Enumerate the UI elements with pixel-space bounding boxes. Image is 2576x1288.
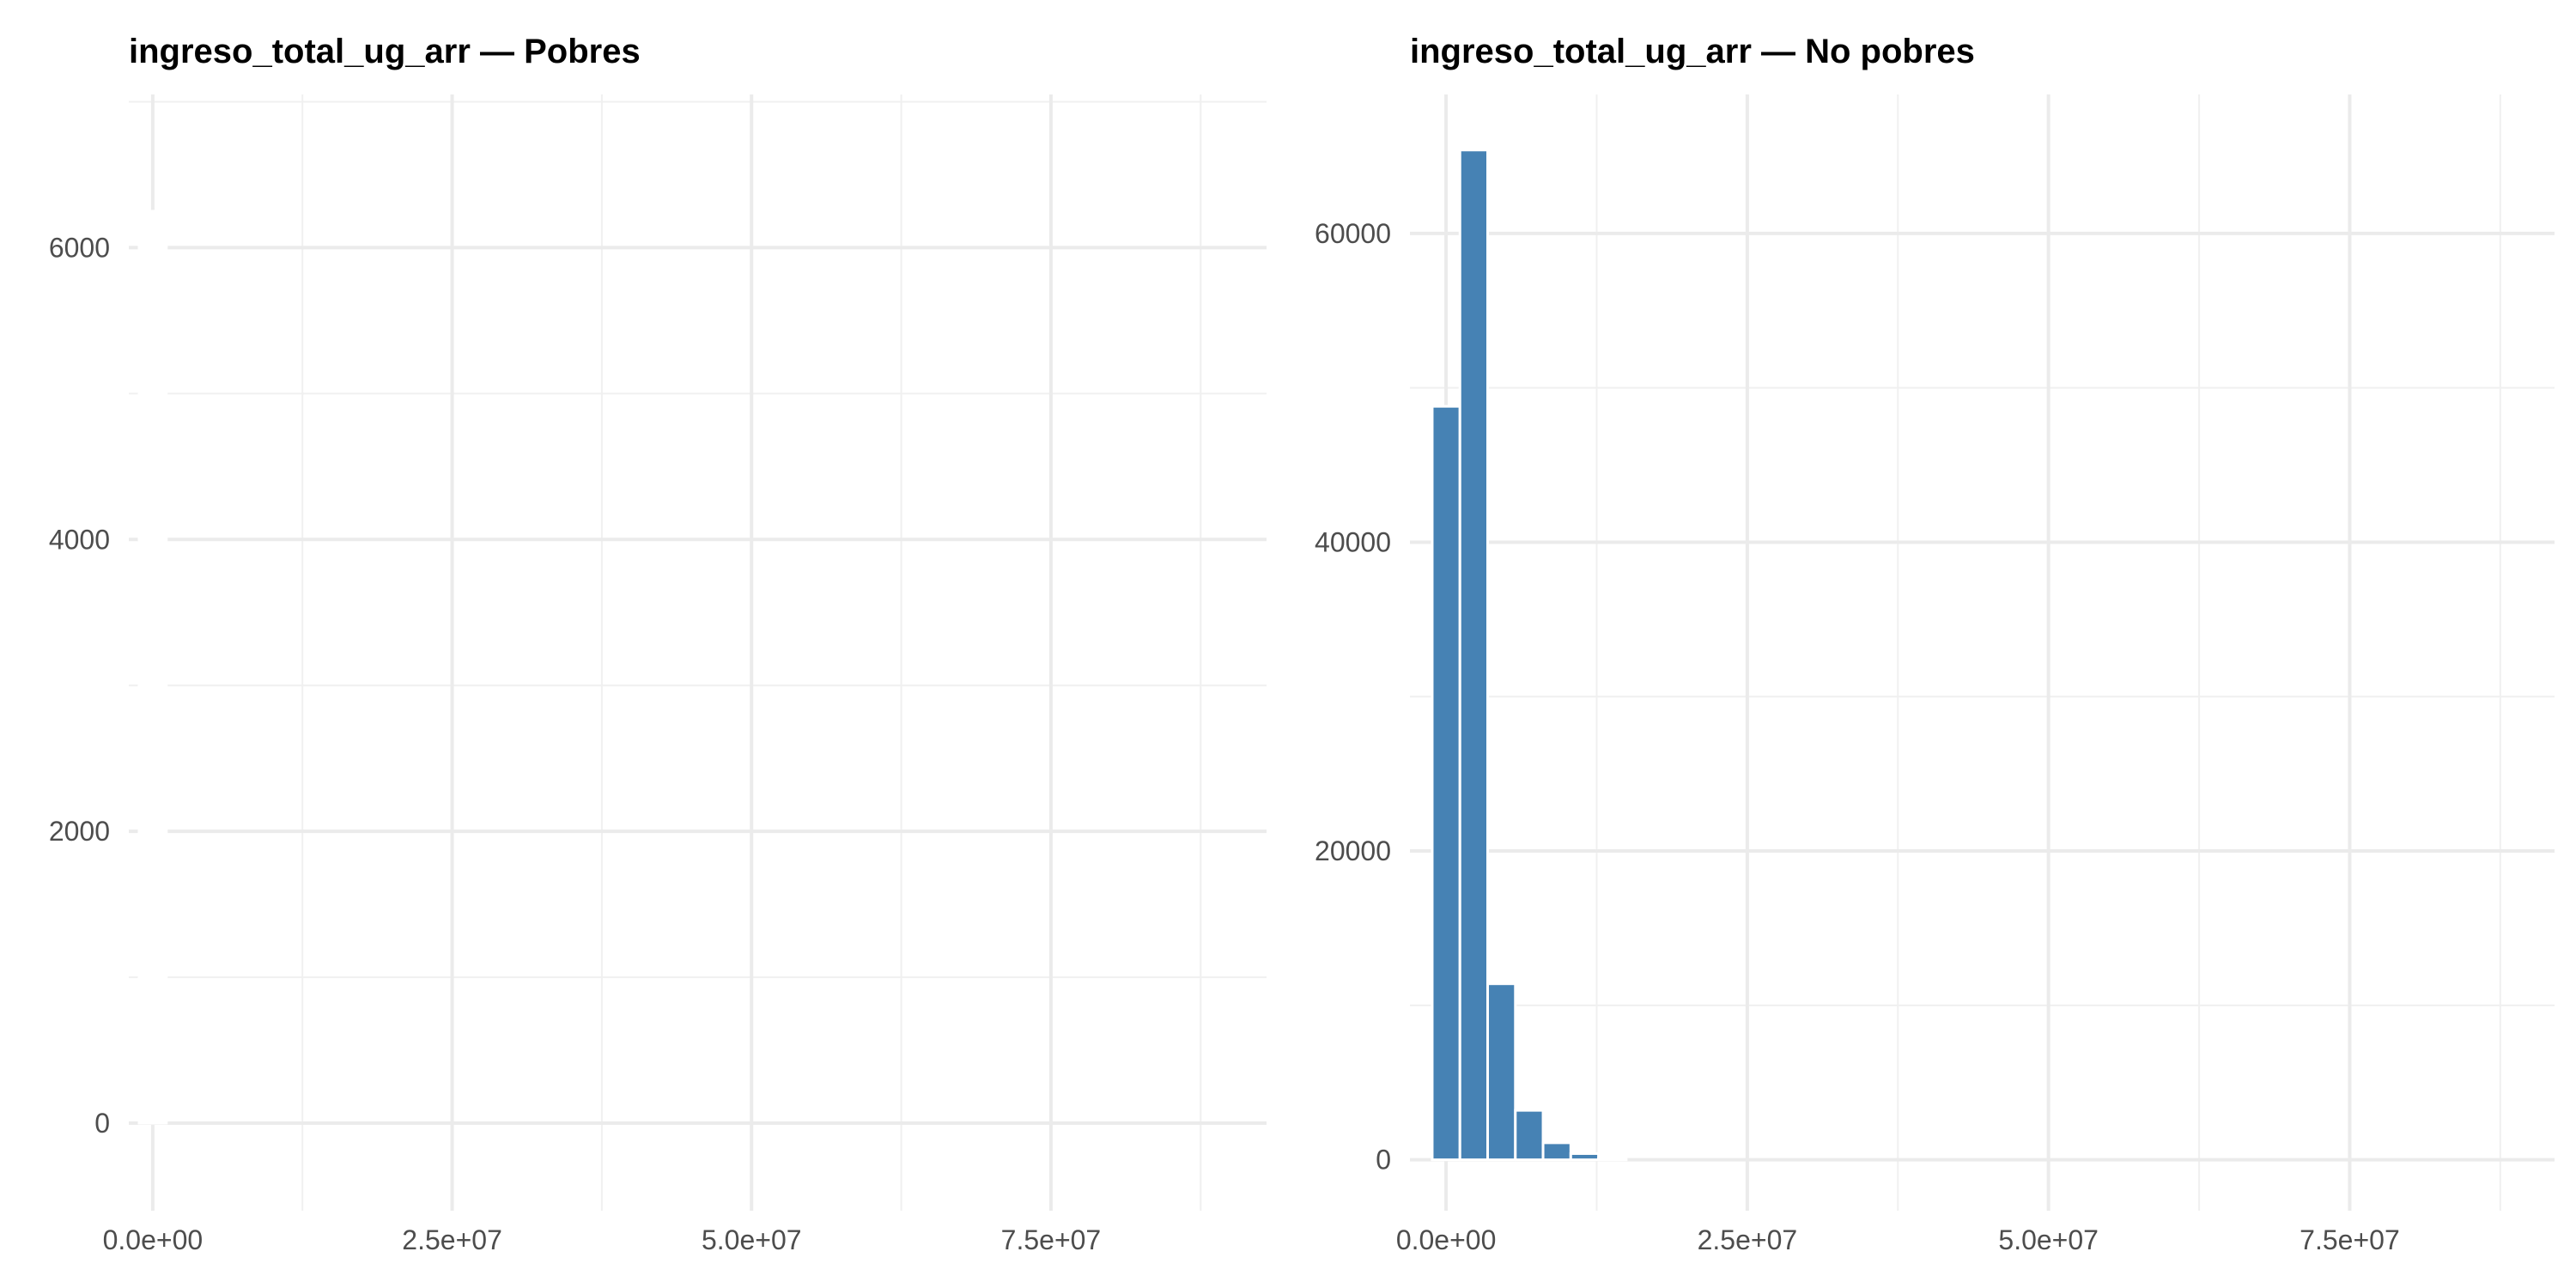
chart-panel-no-pobres: ingreso_total_ug_arr — No pobres 0.0e+00… <box>1288 0 2576 1288</box>
histogram-bar <box>1597 1157 1628 1162</box>
y-tick-label: 4000 <box>49 524 110 555</box>
histogram-bar <box>137 210 168 1125</box>
histogram-bar <box>1541 1141 1572 1162</box>
histogram-bar <box>1458 149 1490 1162</box>
x-tick-label: 0.0e+00 <box>1396 1224 1497 1255</box>
y-tick-label: 40000 <box>1315 526 1391 557</box>
histogram-no-pobres: 0.0e+00 2.5e+07 5.0e+07 7.5e+07 0 20000 40000 6… <box>1315 94 2555 1255</box>
y-tick-label: 0 <box>94 1108 110 1139</box>
x-tick-label: 0.0e+00 <box>103 1224 204 1255</box>
x-tick-label: 5.0e+07 <box>702 1224 802 1255</box>
chart-title: ingreso_total_ug_arr — No pobres <box>1410 33 1975 70</box>
chart-panel-pobres: ingreso_total_ug_arr — Pobres 0.0e+00 2.5… <box>49 33 1267 1255</box>
x-tick-label: 7.5e+07 <box>2300 1224 2400 1255</box>
histogram-bar <box>1569 1151 1601 1162</box>
y-tick-label: 2000 <box>49 816 110 847</box>
x-tick-label: 7.5e+07 <box>1001 1224 1102 1255</box>
histogram-bar <box>1486 982 1517 1162</box>
chart-title: ingreso_total_ug_arr — Pobres <box>129 33 641 70</box>
y-tick-label: 20000 <box>1315 835 1391 866</box>
x-tick-label: 5.0e+07 <box>1998 1224 2099 1255</box>
y-tick-label: 60000 <box>1315 218 1391 249</box>
histogram-bar <box>1431 404 1461 1162</box>
y-tick-label: 0 <box>1376 1145 1391 1176</box>
histogram-pobres: 0.0e+00 2.5e+07 5.0e+07 7.5e+07 0 2000 4000 600… <box>49 94 1267 1255</box>
y-tick-label: 6000 <box>49 232 110 263</box>
x-tick-label: 2.5e+07 <box>402 1224 502 1255</box>
histogram-bar <box>1514 1109 1545 1162</box>
x-tick-label: 2.5e+07 <box>1698 1224 1798 1255</box>
